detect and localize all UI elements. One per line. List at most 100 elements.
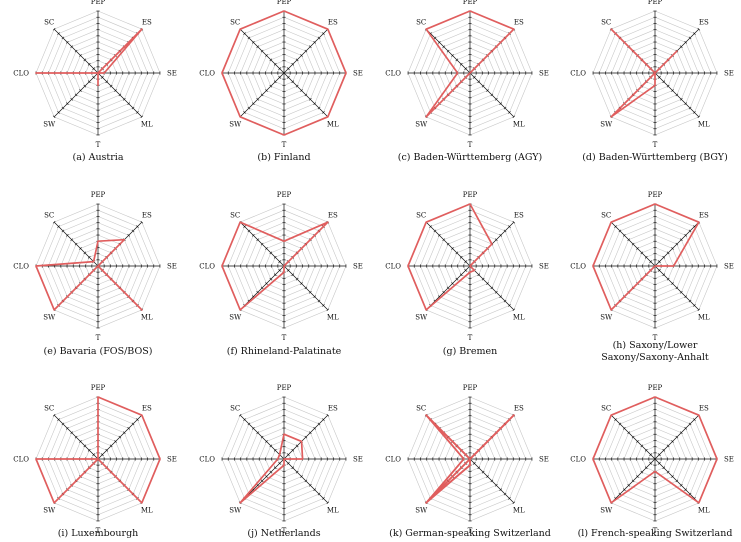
axis-tick [508, 497, 511, 500]
axis-tick [636, 475, 639, 478]
series-polygon [35, 28, 143, 87]
axis-tick [265, 89, 268, 92]
axis-tick [512, 115, 516, 119]
axis-tick [688, 36, 692, 40]
radar-l: PEP ES SE ML T SW CLO SC (l) French-speaking Swi… [570, 384, 734, 539]
axis-tick [131, 422, 135, 426]
axis-tick [688, 422, 692, 426]
radar-f: PEP ES SE ML T SW CLO SC (f) Rhineland-Palatinat… [199, 191, 363, 357]
axis-tick [127, 233, 131, 237]
axis-tick [503, 106, 507, 110]
axis-label-clo: CLO [199, 456, 215, 464]
axis-tick [269, 277, 273, 281]
axis-tick [83, 444, 87, 448]
axis-label-clo: CLO [13, 263, 29, 271]
axis-tick [455, 277, 459, 281]
axis-tick [644, 448, 648, 452]
axis-tick [61, 106, 65, 110]
axis-tick [693, 111, 696, 114]
axis-tick [459, 62, 463, 66]
axis-tick [640, 444, 644, 448]
axis-tick [260, 242, 264, 246]
axis-label-se: SE [167, 456, 177, 464]
axis-tick [494, 97, 498, 101]
axis-tick [269, 84, 273, 88]
axis-label-ml: ML [141, 313, 153, 321]
radar-k: PEP ES SE ML T SW CLO SC (k) German-speaking Swi… [385, 384, 551, 539]
axis-tick [127, 102, 131, 106]
axis-label-es: ES [142, 212, 152, 220]
axis-label-ml: ML [141, 120, 153, 128]
axis-tick [287, 269, 290, 272]
axis-tick [304, 435, 308, 439]
axis-label-sw: SW [229, 506, 242, 514]
axis-label-es: ES [514, 19, 524, 27]
axis-tick [131, 106, 135, 110]
axis-tick [322, 418, 325, 421]
axis-tick [658, 260, 661, 263]
axis-tick [512, 308, 516, 312]
axis-tick [508, 225, 511, 228]
axis-label-sc: SC [44, 19, 54, 27]
axis-tick [304, 479, 308, 483]
axis-tick [65, 102, 69, 106]
axis-tick [649, 260, 652, 263]
axis-tick [313, 102, 317, 106]
axis-label-se: SE [167, 70, 177, 78]
axis-tick [313, 40, 317, 44]
axis-tick [451, 247, 454, 250]
axis-tick [326, 501, 330, 505]
axis-tick [508, 111, 511, 114]
axis-tick [473, 462, 476, 465]
axis-tick [666, 444, 670, 448]
series-polygon [429, 418, 511, 500]
axis-tick [260, 435, 264, 439]
axis-tick [101, 453, 104, 456]
axis-tick [684, 40, 688, 44]
axis-tick [287, 67, 290, 70]
axis-tick [464, 260, 467, 263]
axis-tick [675, 479, 679, 483]
axis-tick [459, 255, 463, 259]
axis-tick [508, 304, 511, 307]
axis-tick [317, 36, 321, 40]
axis-tick [679, 238, 683, 242]
axis-tick [313, 426, 317, 430]
axis-label-clo: CLO [13, 70, 29, 78]
axis-label-sw: SW [600, 120, 613, 128]
axis-tick [136, 418, 139, 421]
axis-tick [494, 238, 498, 242]
axis-tick [243, 32, 246, 35]
axis-tick [79, 54, 82, 57]
axis-tick [269, 58, 273, 62]
axis-tick [295, 84, 299, 88]
axis-label-pep: PEP [91, 191, 106, 199]
axis-tick [697, 115, 701, 119]
axis-tick [614, 225, 617, 228]
axis-tick [317, 106, 321, 110]
axis-tick [671, 475, 674, 478]
axis-tick [627, 483, 631, 487]
axis-label-t: T [96, 141, 101, 149]
axis-tick [70, 45, 74, 49]
axis-tick [52, 413, 56, 417]
axis-label-sw: SW [229, 120, 242, 128]
axis-tick [136, 111, 139, 114]
axis-tick [486, 475, 489, 478]
axis-label-t: T [653, 141, 658, 149]
axis-tick [251, 40, 255, 44]
axis-tick [486, 282, 489, 285]
axis-tick [675, 242, 679, 246]
axis-label-es: ES [142, 405, 152, 413]
axis-tick [437, 40, 441, 44]
axis-tick [697, 308, 701, 312]
axis-tick [101, 76, 104, 79]
axis-label-sw: SW [415, 120, 428, 128]
axis-tick [273, 273, 277, 277]
axis-tick [92, 453, 95, 456]
caption-k: (k) German-speaking Switzerland [389, 528, 551, 539]
axis-tick [295, 277, 299, 281]
axis-tick [631, 435, 635, 439]
axis-tick [247, 106, 251, 110]
axis-label-sw: SW [415, 313, 428, 321]
